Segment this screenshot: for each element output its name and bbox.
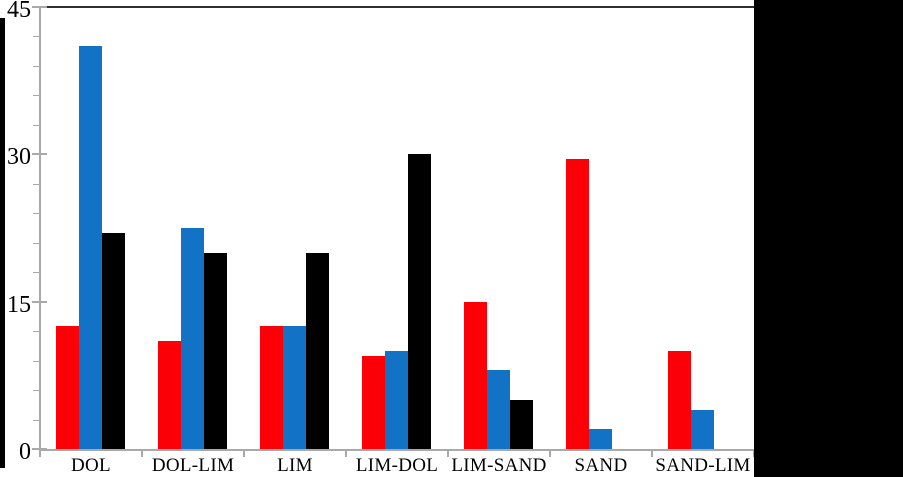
y-major-tick <box>32 300 47 303</box>
bar-blue-lim <box>283 326 306 449</box>
y-minor-tick <box>33 331 40 333</box>
bar-blue-lim-sand <box>487 370 510 449</box>
y-tick-label: 0 <box>19 439 31 465</box>
bar-black-lim-dol <box>408 154 431 449</box>
bar-blue-dol-lim <box>181 228 204 449</box>
bar-black-lim <box>306 252 329 449</box>
bar-blue-sand-lim <box>691 409 714 449</box>
bar-red-dol <box>56 326 79 449</box>
right-black-band <box>754 0 903 477</box>
y-minor-tick <box>33 213 40 215</box>
y-minor-tick <box>33 65 40 67</box>
plot-top-border <box>40 6 754 8</box>
y-tick-label: 30 <box>7 144 31 171</box>
x-boundary-tick <box>345 449 347 457</box>
bar-red-dol-lim <box>158 340 181 449</box>
y-major-tick <box>32 6 47 8</box>
x-boundary-tick <box>549 449 551 457</box>
y-axis-line <box>39 7 41 451</box>
y-minor-tick <box>33 419 40 421</box>
bar-red-lim-sand <box>464 301 487 449</box>
x-boundary-tick <box>141 449 143 457</box>
bar-red-lim-dol <box>362 355 385 449</box>
bar-red-lim <box>260 326 283 449</box>
x-category-label: SAND-LIM <box>655 455 751 476</box>
y-minor-tick <box>33 360 40 362</box>
bar-red-sand-lim <box>668 350 691 449</box>
bar-black-dol-lim <box>204 252 227 449</box>
x-category-label: DOL-LIM <box>151 455 235 476</box>
x-boundary-tick <box>243 449 245 457</box>
x-category-label: LIM-SAND <box>451 455 547 476</box>
y-minor-tick <box>33 272 40 274</box>
bar-blue-lim-dol <box>385 350 408 449</box>
x-axis-line <box>40 449 754 451</box>
y-minor-tick <box>33 95 40 97</box>
y-major-tick <box>32 153 47 156</box>
y-minor-tick <box>33 36 40 38</box>
y-minor-tick <box>33 183 40 185</box>
x-category-label: LIM <box>277 455 313 476</box>
y-tick-label: 45 <box>7 0 31 23</box>
bar-blue-sand <box>589 429 612 449</box>
y-minor-tick <box>33 390 40 392</box>
y-tick-label: 15 <box>7 291 31 318</box>
x-category-label: DOL <box>71 455 111 476</box>
x-boundary-tick <box>651 449 653 457</box>
bar-blue-dol <box>79 46 102 449</box>
x-category-label: LIM-DOL <box>355 455 439 476</box>
x-boundary-tick <box>447 449 449 457</box>
bar-red-sand <box>566 159 589 449</box>
y-minor-tick <box>33 242 40 244</box>
left-black-band <box>0 18 5 468</box>
y-minor-tick <box>33 124 40 126</box>
x-boundary-tick <box>39 449 41 457</box>
x-category-label: SAND <box>574 455 628 476</box>
bar-black-dol <box>102 232 125 449</box>
bar-black-lim-sand <box>510 399 533 449</box>
